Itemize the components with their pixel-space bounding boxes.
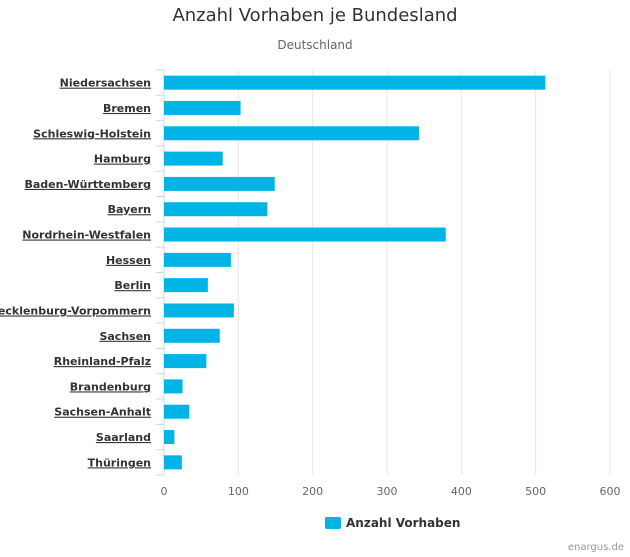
category-label[interactable]: Hamburg <box>94 153 151 166</box>
category-label[interactable]: Schleswig-Holstein <box>33 127 151 140</box>
category-label[interactable]: Mecklenburg-Vorpommern <box>0 304 151 317</box>
category-label[interactable]: Thüringen <box>88 456 151 469</box>
bar-brandenburg[interactable] <box>164 379 183 394</box>
category-label[interactable]: Baden-Württemberg <box>24 178 151 191</box>
credit-text[interactable]: enargus.de <box>567 542 624 553</box>
category-label[interactable]: Saarland <box>96 431 151 444</box>
x-tick-label: 100 <box>228 485 249 498</box>
bar-baden-württemberg[interactable] <box>164 176 275 191</box>
chart-subtitle: Deutschland <box>277 38 353 52</box>
category-label[interactable]: Bremen <box>103 102 151 115</box>
category-label[interactable]: Rheinland-Pfalz <box>54 355 151 368</box>
legend-item[interactable]: Anzahl Vorhaben <box>325 516 460 530</box>
x-tick-label: 0 <box>161 485 168 498</box>
category-label[interactable]: Nordrhein-Westfalen <box>22 229 151 242</box>
chart-title: Anzahl Vorhaben je Bundesland <box>172 5 458 26</box>
bar-sachsen[interactable] <box>164 328 220 343</box>
bar-bremen[interactable] <box>164 100 241 115</box>
bar-nordrhein-westfalen[interactable] <box>164 227 446 242</box>
bar-thüringen[interactable] <box>164 455 182 470</box>
category-label[interactable]: Sachsen <box>99 330 151 343</box>
bar-rheinland-pfalz[interactable] <box>164 354 207 369</box>
bar-saarland[interactable] <box>164 430 175 445</box>
bar-niedersachsen[interactable] <box>164 75 546 90</box>
x-tick-label: 200 <box>302 485 323 498</box>
bar-bayern[interactable] <box>164 202 268 217</box>
x-tick-label: 600 <box>600 485 621 498</box>
bar-schleswig-holstein[interactable] <box>164 126 419 141</box>
legend-swatch <box>325 517 341 529</box>
x-tick-label: 500 <box>525 485 546 498</box>
x-tick-label: 300 <box>377 485 398 498</box>
bar-hessen[interactable] <box>164 252 231 267</box>
category-label[interactable]: Berlin <box>114 279 151 292</box>
category-label[interactable]: Bayern <box>108 203 151 216</box>
category-label[interactable]: Hessen <box>106 254 151 267</box>
legend-label: Anzahl Vorhaben <box>346 516 461 530</box>
bar-hamburg[interactable] <box>164 151 223 166</box>
category-label[interactable]: Sachsen-Anhalt <box>54 406 151 419</box>
bar-mecklenburg-vorpommern[interactable] <box>164 303 234 318</box>
category-label[interactable]: Brandenburg <box>70 380 151 393</box>
bar-sachsen-anhalt[interactable] <box>164 404 190 419</box>
bar-berlin[interactable] <box>164 278 208 293</box>
category-label[interactable]: Niedersachsen <box>60 77 151 90</box>
x-tick-label: 400 <box>451 485 472 498</box>
